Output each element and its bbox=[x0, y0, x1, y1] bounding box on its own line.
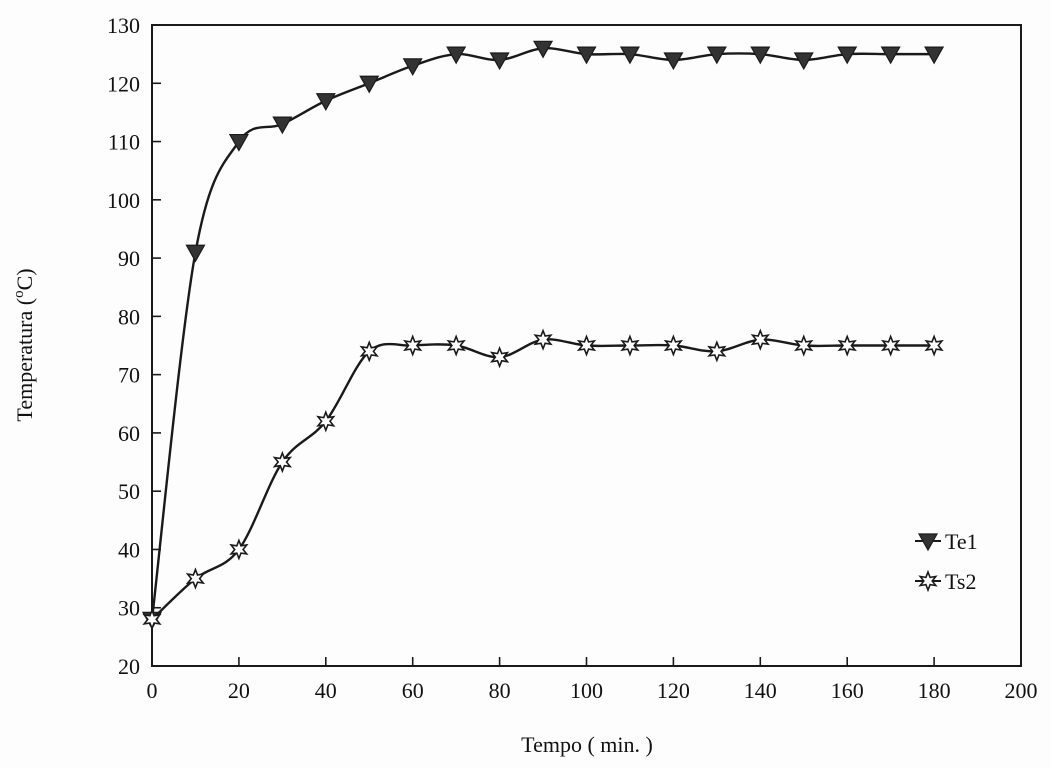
x-tick-label: 100 bbox=[570, 678, 603, 703]
data-point-ts2 bbox=[794, 334, 814, 357]
x-axis-title: Tempo ( min. ) bbox=[521, 732, 653, 757]
legend-item-te1: Te1 bbox=[915, 529, 978, 554]
data-point-te1 bbox=[837, 46, 858, 65]
series-layer bbox=[141, 40, 945, 631]
legend-marker-ts2 bbox=[918, 569, 938, 593]
y-axis-title-suffix: C) bbox=[12, 268, 37, 290]
data-point-te1 bbox=[315, 93, 336, 111]
data-point-ts2 bbox=[142, 608, 162, 631]
y-tick-label: 40 bbox=[118, 537, 140, 562]
data-point-te1 bbox=[663, 52, 684, 71]
data-point-te1 bbox=[576, 46, 597, 65]
data-point-te1 bbox=[402, 58, 423, 77]
y-axis-title: Temperatura (oC) bbox=[11, 268, 37, 421]
data-point-ts2 bbox=[316, 410, 336, 433]
y-tick-label: 60 bbox=[118, 421, 140, 446]
data-point-te1 bbox=[533, 40, 554, 59]
y-tick-label: 130 bbox=[107, 13, 140, 38]
data-point-ts2 bbox=[185, 567, 206, 590]
legend-label-ts2: Ts2 bbox=[945, 569, 976, 594]
data-point-te1 bbox=[272, 116, 293, 135]
y-tick-label: 120 bbox=[107, 71, 140, 96]
data-point-te1 bbox=[924, 46, 945, 65]
y-tick-label: 70 bbox=[118, 363, 140, 388]
x-tick-label: 120 bbox=[657, 678, 690, 703]
data-point-te1 bbox=[880, 46, 901, 65]
y-tick-label: 90 bbox=[118, 246, 140, 271]
data-point-ts2 bbox=[576, 334, 597, 357]
legend: Te1 Ts2 bbox=[915, 529, 978, 594]
data-point-ts2 bbox=[489, 345, 510, 369]
data-point-ts2 bbox=[663, 334, 684, 357]
data-point-ts2 bbox=[359, 340, 379, 363]
data-point-te1 bbox=[706, 46, 727, 65]
y-tick-label: 20 bbox=[118, 654, 140, 679]
x-tick-label: 0 bbox=[147, 678, 158, 703]
data-point-te1 bbox=[489, 52, 510, 71]
legend-item-ts2: Ts2 bbox=[915, 569, 976, 594]
y-tick-label: 100 bbox=[107, 188, 140, 213]
data-point-te1 bbox=[185, 244, 206, 263]
y-axis-title-prefix: Temperatura ( bbox=[12, 298, 37, 422]
data-point-te1 bbox=[750, 46, 771, 65]
data-point-te1 bbox=[793, 52, 814, 71]
data-point-ts2 bbox=[620, 334, 640, 357]
legend-label-te1: Te1 bbox=[945, 529, 978, 554]
y-tick-label: 110 bbox=[108, 130, 140, 155]
x-tick-label: 60 bbox=[402, 678, 424, 703]
data-point-ts2 bbox=[880, 334, 901, 357]
y-axis-title-degree: o bbox=[11, 290, 27, 298]
data-point-ts2 bbox=[707, 340, 727, 363]
y-tick-label: 30 bbox=[118, 596, 140, 621]
x-tick-label: 40 bbox=[315, 678, 337, 703]
x-tick-label: 180 bbox=[918, 678, 951, 703]
data-point-te1 bbox=[359, 75, 380, 94]
data-point-ts2 bbox=[924, 334, 944, 357]
data-point-te1 bbox=[228, 133, 249, 152]
x-tick-label: 200 bbox=[1005, 678, 1038, 703]
y-tick-label: 50 bbox=[118, 479, 140, 504]
data-point-ts2 bbox=[750, 328, 770, 351]
data-point-te1 bbox=[619, 46, 640, 65]
data-point-ts2 bbox=[837, 334, 857, 357]
data-point-ts2 bbox=[446, 334, 466, 357]
x-tick-label: 160 bbox=[831, 678, 864, 703]
data-point-te1 bbox=[446, 46, 467, 65]
y-tick-label: 80 bbox=[118, 304, 140, 329]
data-point-ts2 bbox=[403, 334, 423, 357]
legend-marker-te1 bbox=[917, 533, 939, 552]
data-point-ts2 bbox=[533, 328, 553, 351]
x-tick-label: 80 bbox=[489, 678, 511, 703]
axes-layer: 0 20 40 60 80 100 120 140 160 180 200 20 30 40 50 60 70 8… bbox=[107, 13, 1038, 703]
data-point-ts2 bbox=[272, 450, 293, 474]
x-tick-label: 140 bbox=[744, 678, 777, 703]
series-line-ts2 bbox=[151, 338, 935, 621]
data-point-ts2 bbox=[229, 538, 249, 561]
x-tick-label: 20 bbox=[228, 678, 250, 703]
series-ts2 bbox=[142, 328, 944, 631]
